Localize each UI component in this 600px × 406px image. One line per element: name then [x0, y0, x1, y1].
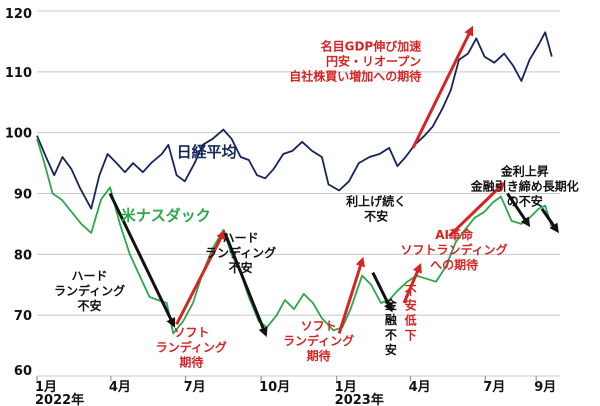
- annotation-7-line-1: ソフト: [173, 325, 209, 339]
- arrow-9: [506, 192, 531, 228]
- x-tick-label-7: 9月: [534, 380, 556, 395]
- x-tick-label-4: 1月: [335, 380, 357, 395]
- arrow-6: [402, 262, 422, 304]
- annotation-3-line-1: 利上げ続く: [346, 194, 406, 209]
- annotation-9-line-2: 融: [385, 312, 397, 327]
- annotation-6-line-1: ハード: [223, 231, 259, 245]
- series-layer: [36, 31, 553, 335]
- annotation-8-line-1: ソフト: [301, 319, 337, 333]
- series-label-2: 米ナスダック: [121, 206, 211, 224]
- annotation-3-line-2: 不安: [364, 209, 388, 224]
- annotation-5-line-1: ハード: [72, 269, 108, 283]
- annotation-6-line-3: 不安: [229, 260, 253, 275]
- x-year-label-0: 2022年: [35, 392, 84, 406]
- annotation-10-line-2: 安: [405, 297, 417, 312]
- annotation-8-line-2: ランディング: [283, 333, 354, 348]
- arrow-3: [223, 232, 268, 337]
- x-tick-label-1: 4月: [109, 380, 131, 395]
- x-tick-label-3: 10月: [259, 380, 290, 395]
- annotation-7-line-2: ランディング: [156, 339, 227, 354]
- arrow-4: [337, 256, 365, 334]
- annotation-9-line-4: 安: [385, 342, 397, 357]
- y-tick-label-70: 70: [14, 309, 32, 324]
- x-tick-label-6: 7月: [483, 380, 505, 395]
- series-line-2: [36, 138, 553, 335]
- arrow-2: [175, 229, 226, 325]
- annotation-2-line-1: 金利上昇: [500, 163, 549, 178]
- y-tick-label-110: 110: [5, 66, 32, 81]
- x-tick-label-0: 1月: [35, 380, 57, 395]
- arrow-layer: [108, 25, 559, 337]
- y-tick-label-90: 90: [14, 188, 32, 203]
- y-tick-label-60: 60: [14, 364, 32, 379]
- y-axis: 60 70 80 90 100 110 120: [5, 7, 32, 379]
- grid-layer: [37, 10, 560, 377]
- y-tick-label-80: 80: [14, 248, 32, 263]
- annotation-8-line-3: 期待: [307, 348, 331, 363]
- annotation-10-line-4: 下: [405, 328, 417, 342]
- series-line-1: [36, 31, 553, 210]
- y-tick-label-100: 100: [5, 127, 32, 142]
- x-tick-label-2: 7月: [184, 380, 206, 395]
- annotation-10-line-3: 低: [404, 312, 417, 327]
- annotation-2-line-2: 金融引き締め長期化: [470, 178, 579, 193]
- annotation-layer: 日経平均米ナスダック名目GDP伸び加速円安・リオープン自社株買い増加への期待金利…: [54, 39, 579, 370]
- x-year-label-1: 2023年: [335, 392, 384, 406]
- annotation-5-line-3: 不安: [78, 298, 102, 313]
- annotation-2-line-3: の不安: [507, 193, 543, 208]
- annotation-4-line-2: ソフトランディング: [401, 242, 508, 257]
- annotation-7-line-3: 期待: [179, 354, 203, 369]
- annotation-1-line-3: 自社株買い増加への期待: [289, 69, 421, 84]
- annotation-9-line-1: 金: [384, 297, 398, 312]
- series-label-1: 日経平均: [177, 143, 237, 161]
- arrow-10: [540, 207, 559, 234]
- annotation-9-line-3: 不: [385, 328, 397, 342]
- annotation-4-line-1: AI革命: [435, 227, 474, 242]
- x-axis: 1月 4月 7月 10月 1月 4月 7月 9月 2022年 2023年: [35, 376, 556, 406]
- annotation-5-line-2: ランディング: [54, 283, 125, 298]
- arrow-1: [108, 192, 176, 328]
- annotation-6-line-2: ランディング: [205, 245, 276, 260]
- arrow-5: [371, 271, 393, 313]
- annotation-4-line-3: への期待: [430, 257, 478, 272]
- y-tick-label-120: 120: [5, 7, 32, 22]
- x-tick-label-5: 4月: [409, 380, 431, 395]
- annotation-10-line-1: 不: [405, 283, 417, 297]
- arrow-7: [411, 25, 474, 149]
- annotation-1-line-1: 名目GDP伸び加速: [321, 39, 422, 54]
- arrow-8: [448, 181, 506, 238]
- annotation-1-line-2: 円安・リオープン: [326, 54, 421, 69]
